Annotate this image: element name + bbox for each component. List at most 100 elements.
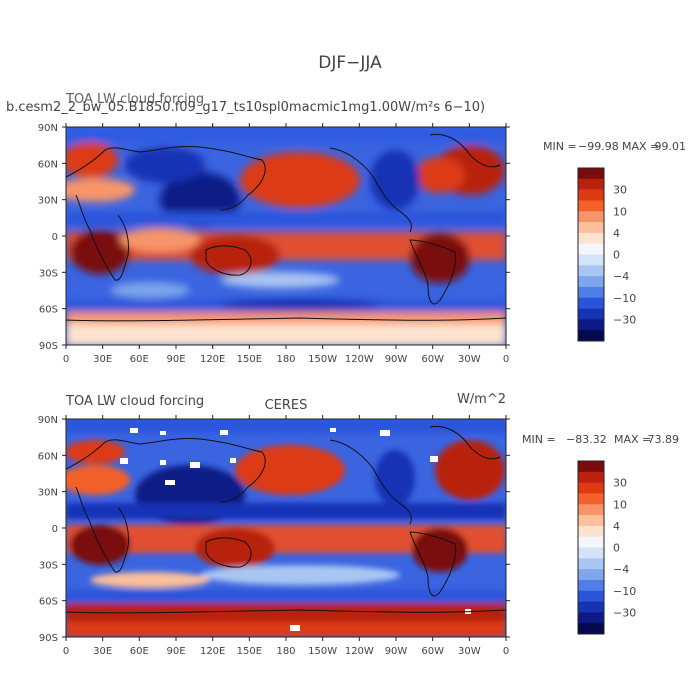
lat-tick-label: 90S bbox=[39, 633, 58, 644]
colorbar-segment bbox=[578, 623, 604, 635]
lon-tick-label: 60E bbox=[130, 354, 149, 365]
colorbar-segment bbox=[578, 178, 604, 190]
lon-tick-label: 0 bbox=[503, 354, 509, 365]
colorbar-label: −4 bbox=[613, 563, 629, 576]
lat-tick-label: 0 bbox=[52, 524, 58, 535]
colorbar-segment bbox=[578, 471, 604, 483]
colorbar-segment bbox=[578, 515, 604, 527]
colorbar-label: 0 bbox=[613, 249, 620, 262]
lat-tick-label: 60S bbox=[39, 305, 58, 316]
colorbar-label: 10 bbox=[613, 205, 627, 218]
colorbar-segment bbox=[578, 547, 604, 559]
colorbar-label: 4 bbox=[613, 227, 620, 240]
figure-title: DJF−JJA bbox=[318, 53, 382, 73]
lat-tick-label: 60N bbox=[38, 451, 58, 462]
lat-tick-label: 0 bbox=[52, 232, 58, 243]
colorbar-segment bbox=[578, 504, 604, 516]
lon-tick-label: 30W bbox=[458, 354, 481, 365]
colorbar-segment bbox=[578, 536, 604, 548]
panel1-min-label: MIN = bbox=[543, 140, 577, 153]
lat-tick-label: 90N bbox=[38, 123, 58, 134]
lat-tick-label: 30S bbox=[39, 560, 58, 571]
panel1-min-value: −99.98 bbox=[578, 140, 619, 153]
colorbar-segment bbox=[578, 461, 604, 473]
lat-tick-label: 30N bbox=[38, 196, 58, 207]
colorbar-segment bbox=[578, 525, 604, 537]
lon-tick-label: 60W bbox=[421, 354, 444, 365]
lat-tick-label: 60N bbox=[38, 159, 58, 170]
panel1-case-label: b.cesm2_2_bw_05.B1850.f09_g17_ts10spl0ma… bbox=[6, 100, 485, 115]
lat-tick-label: 90S bbox=[39, 341, 58, 352]
lat-tick-label: 30S bbox=[39, 268, 58, 279]
panel2-max-value: 73.89 bbox=[648, 433, 680, 446]
colorbar-segment bbox=[578, 569, 604, 581]
lon-tick-label: 0 bbox=[63, 354, 69, 365]
lon-tick-label: 180 bbox=[276, 354, 295, 365]
colorbar-segment bbox=[578, 493, 604, 505]
colorbar-label: 30 bbox=[613, 184, 627, 197]
colorbar-segment bbox=[578, 558, 604, 570]
colorbar-segment bbox=[578, 601, 604, 613]
colorbar-label: 0 bbox=[613, 542, 620, 555]
panel1-coastlines bbox=[66, 133, 506, 322]
panel2-contour-field bbox=[66, 419, 506, 637]
colorbar-segment bbox=[578, 482, 604, 494]
map-panel-ceres: TOA LW cloud forcing CERES W/m^2 MIN = −… bbox=[65, 392, 680, 638]
panel1-contour-field bbox=[66, 127, 506, 345]
lon-tick-label: 180 bbox=[276, 646, 295, 657]
colorbar-label: 4 bbox=[613, 520, 620, 533]
colorbar-segment bbox=[578, 276, 604, 288]
lon-tick-label: 150W bbox=[308, 646, 337, 657]
lat-tick-label: 30N bbox=[38, 488, 58, 499]
colorbar-label: 10 bbox=[613, 498, 627, 511]
panel2-center-label: CERES bbox=[265, 398, 308, 413]
colorbar-label: −10 bbox=[613, 292, 636, 305]
colorbar-segment bbox=[578, 168, 604, 180]
panel2-coastlines bbox=[66, 425, 506, 614]
lon-tick-label: 60E bbox=[130, 646, 149, 657]
lon-tick-label: 0 bbox=[63, 646, 69, 657]
colorbar-frame bbox=[577, 460, 605, 635]
colorbar-segment bbox=[578, 189, 604, 201]
lon-tick-label: 30W bbox=[458, 646, 481, 657]
colorbar-label: −10 bbox=[613, 585, 636, 598]
colorbar-label: −4 bbox=[613, 270, 629, 283]
lon-tick-label: 0 bbox=[503, 646, 509, 657]
panel1-max-value: 99.01 bbox=[655, 140, 687, 153]
panel1-variable-label: TOA LW cloud forcing bbox=[65, 92, 204, 107]
lon-tick-label: 120E bbox=[200, 354, 225, 365]
panel2-min-label: MIN = bbox=[522, 433, 556, 446]
colorbar-segment bbox=[578, 319, 604, 331]
lon-tick-label: 150E bbox=[237, 646, 262, 657]
panel2-units-label: W/m^2 bbox=[457, 392, 506, 407]
lon-tick-label: 60W bbox=[421, 646, 444, 657]
lon-tick-label: 150W bbox=[308, 354, 337, 365]
lon-tick-label: 90W bbox=[385, 646, 408, 657]
lon-tick-label: 30E bbox=[93, 354, 112, 365]
lon-tick-label: 90E bbox=[166, 354, 185, 365]
colorbar-label: 30 bbox=[613, 477, 627, 490]
panel2-min-value: −83.32 bbox=[566, 433, 607, 446]
colorbar-segment bbox=[578, 590, 604, 602]
lon-tick-label: 90W bbox=[385, 354, 408, 365]
colorbar-segment bbox=[578, 232, 604, 244]
lon-tick-label: 120W bbox=[345, 354, 374, 365]
colorbar-segment bbox=[578, 297, 604, 309]
colorbar-segment bbox=[578, 265, 604, 277]
lat-tick-label: 60S bbox=[39, 597, 58, 608]
lon-tick-label: 120W bbox=[345, 646, 374, 657]
panel2-max-label: MAX = bbox=[614, 433, 651, 446]
colorbar-segment bbox=[578, 579, 604, 592]
map-panel-model: b.cesm2_2_bw_05.B1850.f09_g17_ts10spl0ma… bbox=[6, 92, 686, 346]
panel2-variable-label: TOA LW cloud forcing bbox=[65, 394, 204, 409]
lon-tick-label: 30E bbox=[93, 646, 112, 657]
colorbar-segment bbox=[578, 612, 604, 624]
colorbar-label: −30 bbox=[613, 313, 636, 326]
colorbar-segment bbox=[578, 330, 604, 342]
colorbar-segment bbox=[578, 308, 604, 320]
colorbar-segment bbox=[578, 243, 604, 255]
colorbar-frame bbox=[577, 167, 605, 342]
colorbar-segment bbox=[578, 222, 604, 234]
lon-tick-label: 90E bbox=[166, 646, 185, 657]
panel1-max-label: MAX = bbox=[622, 140, 659, 153]
